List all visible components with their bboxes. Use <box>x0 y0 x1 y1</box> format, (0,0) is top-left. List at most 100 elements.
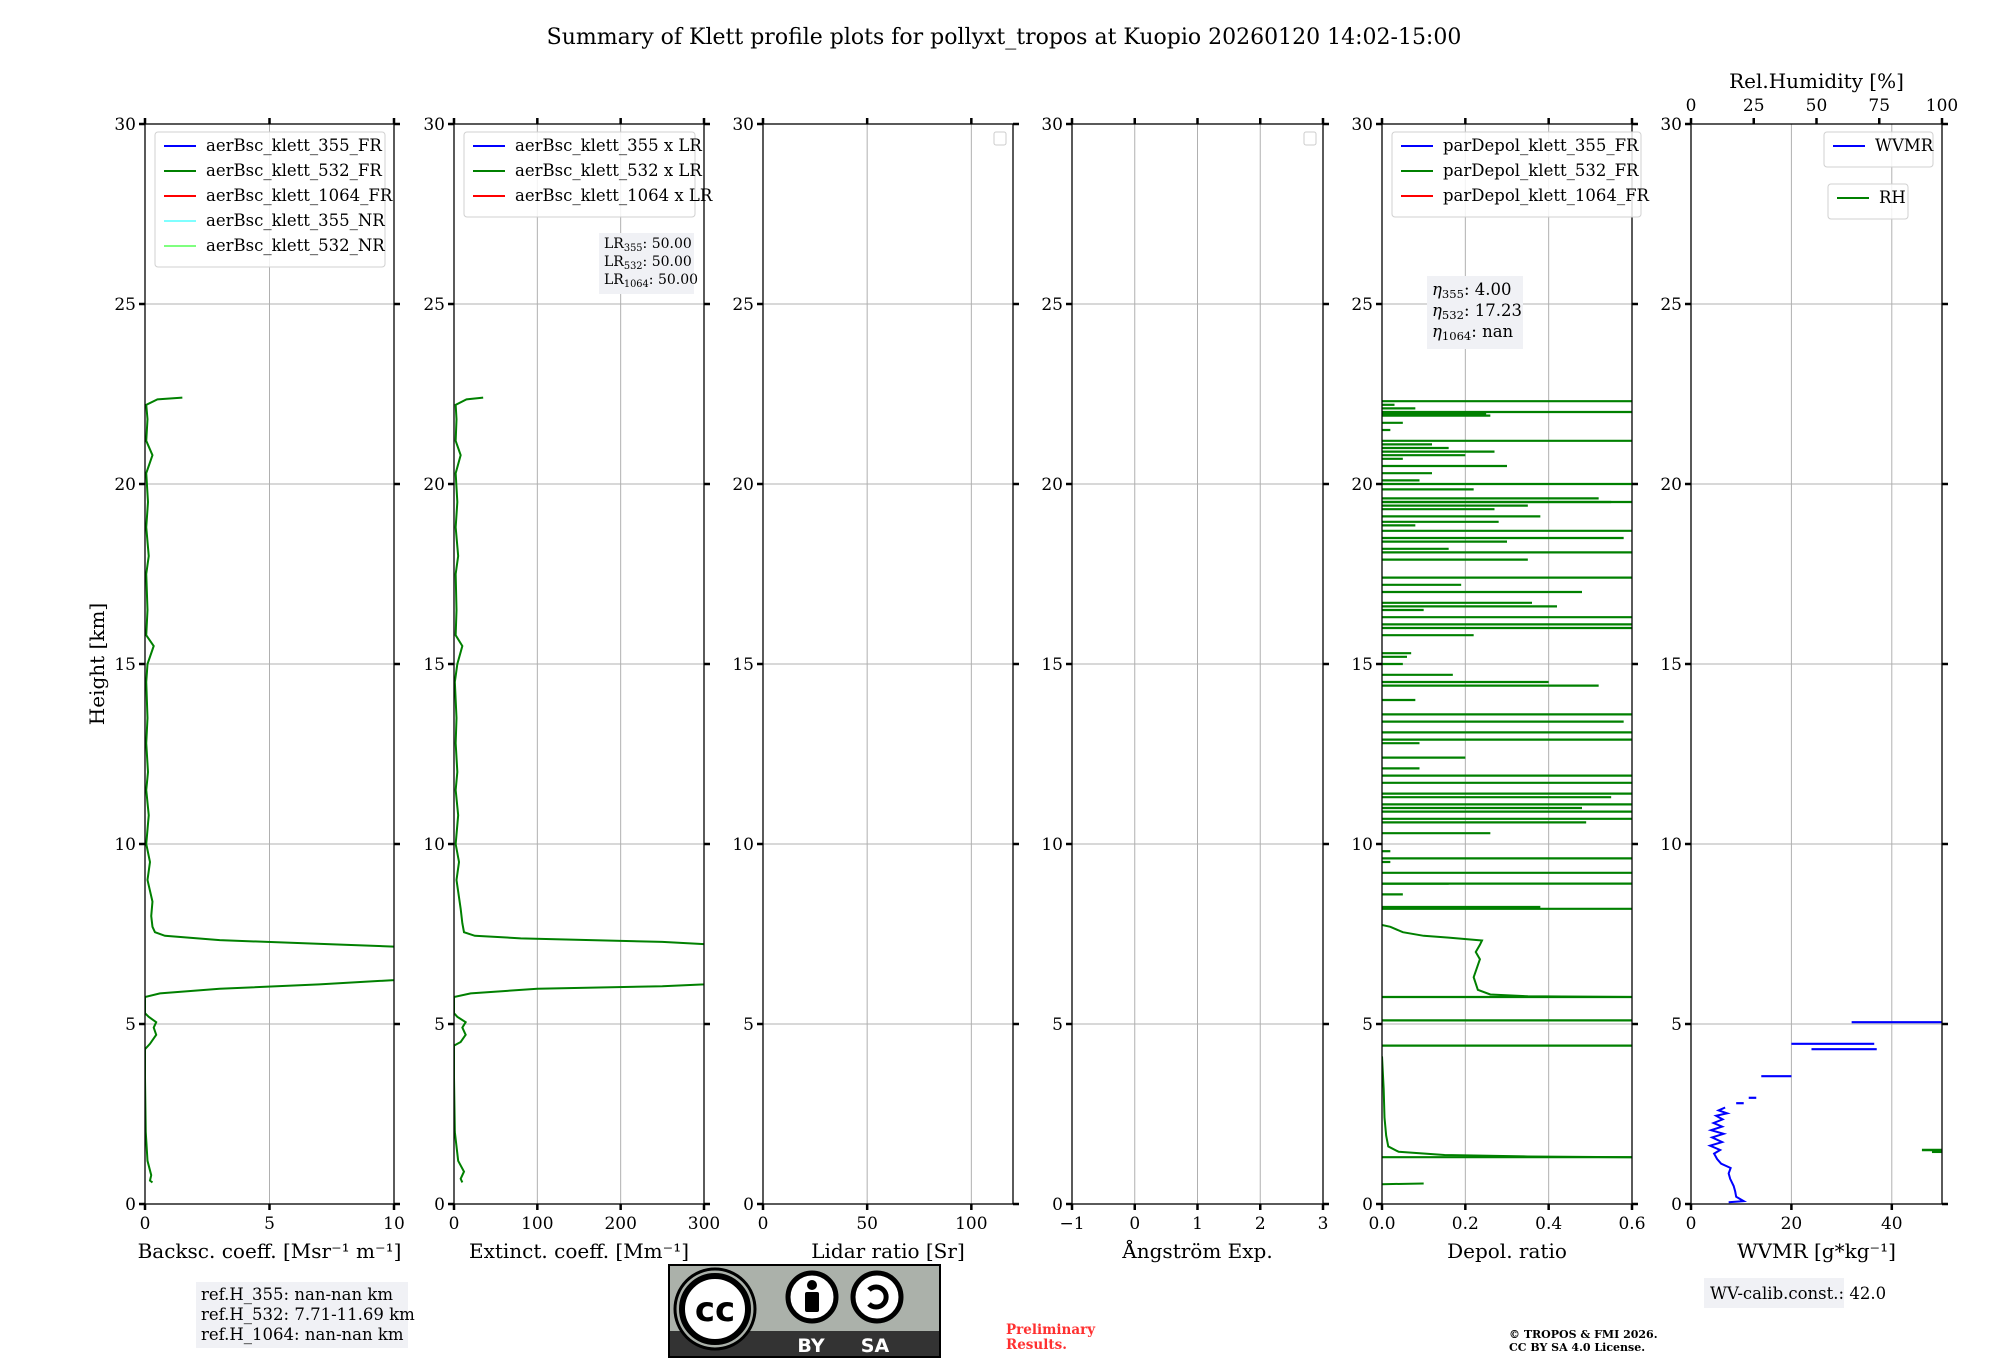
x-tick-label: 0.2 <box>1452 1214 1479 1234</box>
y-tick-label: 25 <box>732 295 754 315</box>
y-tick-label: 5 <box>1671 1015 1682 1035</box>
legend: RH <box>1827 183 1909 220</box>
legend-label: WVMR <box>1875 136 1934 155</box>
logo-by-label: BY <box>797 1335 824 1357</box>
x-tick-label: 200 <box>604 1214 636 1234</box>
y-tick-label: 15 <box>1041 655 1063 675</box>
y-tick-label: 15 <box>732 655 754 675</box>
legend: parDepol_klett_355_FR parDepol_klett_532_… <box>1391 131 1650 218</box>
y-tick-label: 10 <box>423 835 445 855</box>
x-tick-label: 300 <box>688 1214 720 1234</box>
y-tick-label: 10 <box>1660 835 1682 855</box>
x-axis-label: Depol. ratio <box>1447 1239 1567 1263</box>
y-tick-label: 10 <box>114 835 136 855</box>
x-tick-label: 0 <box>1129 1214 1140 1234</box>
cc-text: cc <box>695 1290 735 1330</box>
y-tick-label: 5 <box>743 1015 754 1035</box>
legend-label: parDepol_klett_1064_FR <box>1443 186 1650 205</box>
person-body-icon <box>805 1292 819 1312</box>
empty-legend <box>993 131 1007 146</box>
reference-height-text: ref.H_532: 7.71-11.69 km <box>201 1305 415 1324</box>
y-tick-label: 25 <box>1041 295 1063 315</box>
reference-height-text: ref.H_1064: nan-nan km <box>201 1325 404 1344</box>
series-line <box>1382 924 1632 998</box>
y-tick-label: 10 <box>1041 835 1063 855</box>
x-tick-label: 0.4 <box>1535 1214 1562 1234</box>
x-tick-label: 100 <box>521 1214 553 1234</box>
x-tick-label: 0.0 <box>1368 1214 1395 1234</box>
x-tick-label: −1 <box>1059 1214 1084 1234</box>
info-line: η1064: nan <box>1432 322 1514 343</box>
legend: WVMR <box>1823 131 1934 168</box>
info-subscript: 355 <box>1442 287 1464 301</box>
legend: aerBsc_klett_355_FR aerBsc_klett_532_FRae… <box>154 131 393 268</box>
x-tick-label: 1 <box>1192 1214 1203 1234</box>
y-tick-label: 5 <box>1052 1015 1063 1035</box>
x-tick-label: 2 <box>1255 1214 1266 1234</box>
info-subscript: 532 <box>624 261 643 272</box>
series-line <box>1382 1056 1632 1159</box>
cc-by-sa-logo: cc BY SA <box>668 1264 941 1358</box>
panel-3: 0 5 10 15 20 25 30 0 50 100 Lidar ratio [Sr] <box>732 115 1019 1263</box>
x-axis-label: Ångström Exp. <box>1121 1238 1272 1263</box>
legend-label: RH <box>1879 188 1906 207</box>
empty-legend <box>1303 131 1317 146</box>
info-symbol: η <box>1432 301 1442 320</box>
info-line: η355: 4.00 <box>1432 280 1511 301</box>
y-tick-label: 20 <box>732 475 754 495</box>
y-tick-label: 0 <box>1671 1195 1682 1215</box>
info-subscript: 1064 <box>1442 329 1471 343</box>
legend-label: aerBsc_klett_532_FR <box>206 161 382 180</box>
info-symbol: LR <box>604 254 624 270</box>
panel-5: 0 5 10 15 20 25 30 0.0 0.2 0.4 0.6 Depol. ratio parD… <box>1351 115 1649 1263</box>
legend-label: aerBsc_klett_1064_FR <box>206 186 393 205</box>
y-tick-label: 20 <box>114 475 136 495</box>
legend-box <box>1823 131 1934 168</box>
y-tick-label: 0 <box>1052 1195 1063 1215</box>
legend-label: aerBsc_klett_355_NR <box>206 211 385 230</box>
y-tick-label: 0 <box>743 1195 754 1215</box>
legend-label: aerBsc_klett_1064 x LR <box>515 186 713 205</box>
info-value: : 50.00 <box>643 236 692 252</box>
legend-box <box>1827 183 1909 220</box>
x-axis-label: Lidar ratio [Sr] <box>811 1239 965 1263</box>
x-tick-label: 5 <box>264 1214 275 1234</box>
info-line: LR1064: 50.00 <box>604 272 698 290</box>
plot-area <box>1382 400 1632 1186</box>
y-tick-label: 15 <box>114 655 136 675</box>
wv-calibration-text: WV-calib.const.: 42.0 <box>1710 1284 1886 1303</box>
legend-label: parDepol_klett_532_FR <box>1443 161 1639 180</box>
legend-box <box>463 131 696 218</box>
y-tick-label: 10 <box>1351 835 1373 855</box>
series-line <box>454 396 704 1183</box>
y-tick-label: 25 <box>1351 295 1373 315</box>
sa-share-alike-icon <box>850 1270 904 1324</box>
info-box-bg <box>1427 276 1523 349</box>
legend-label: aerBsc_klett_532 x LR <box>515 161 702 180</box>
y-tick-label: 20 <box>1041 475 1063 495</box>
info-symbol: LR <box>604 236 624 252</box>
info-subscript: 1064 <box>624 279 649 290</box>
cc-icon <box>679 1273 751 1345</box>
plot-area <box>145 396 394 1184</box>
info-symbol: LR <box>604 272 624 288</box>
top-x-axis-label: Rel.Humidity [%] <box>1729 69 1904 93</box>
series-line <box>1382 1182 1424 1186</box>
y-tick-label: 5 <box>1362 1015 1373 1035</box>
plot-area <box>454 396 704 1183</box>
info-symbol: η <box>1432 280 1442 299</box>
top-x-tick-label: 50 <box>1806 96 1828 116</box>
x-tick-label: 10 <box>383 1214 405 1234</box>
height-axis-label: Height [km] <box>85 603 109 725</box>
y-tick-label: 15 <box>1351 655 1373 675</box>
copyright-note: CC BY SA 4.0 License. <box>1509 1341 1645 1354</box>
plot-area <box>1707 1021 1942 1204</box>
y-tick-label: 20 <box>423 475 445 495</box>
info-line: LR532: 50.00 <box>604 254 692 272</box>
y-tick-label: 15 <box>1660 655 1682 675</box>
top-x-tick-label: 75 <box>1868 96 1890 116</box>
x-tick-label: 0.6 <box>1618 1214 1645 1234</box>
